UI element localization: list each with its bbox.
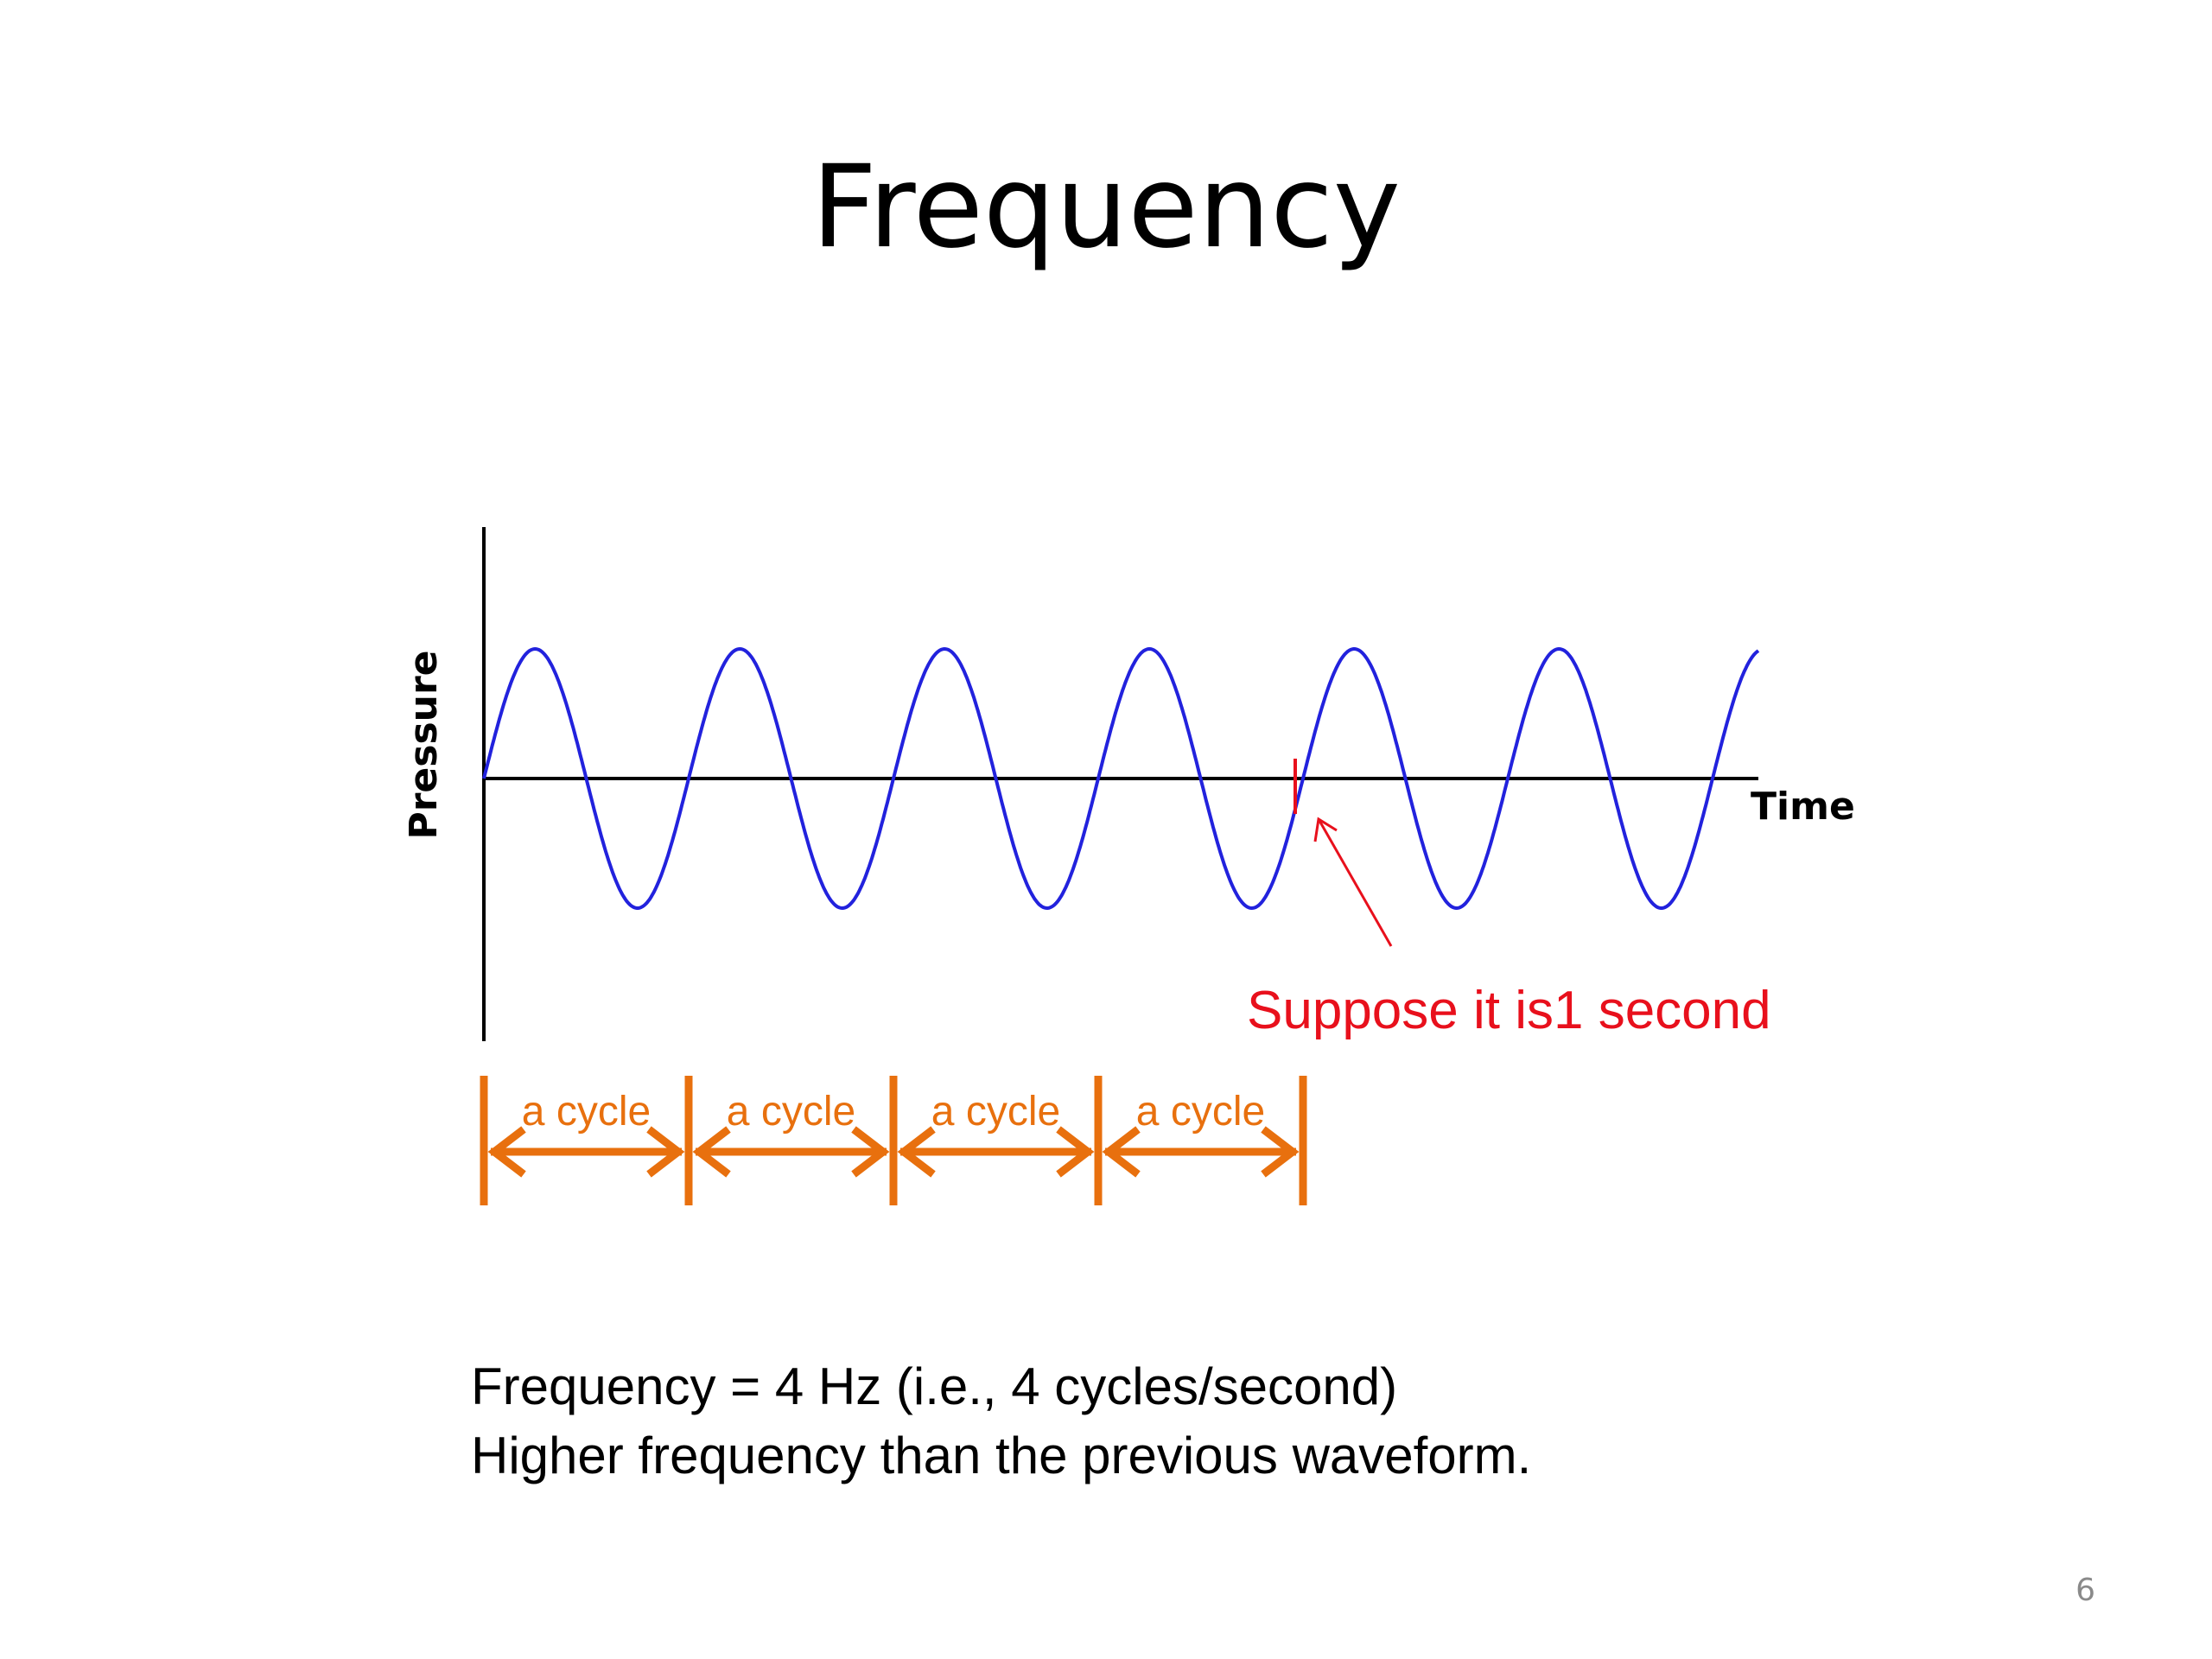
cycle-arrowhead-right	[1056, 1126, 1095, 1178]
cycle-markers: a cycle a cycle a cycle a cycle	[480, 1076, 1307, 1205]
cycle-arrowhead-right	[851, 1126, 890, 1178]
slide-title: Frequency	[811, 141, 1401, 274]
page-number: 6	[2075, 1573, 2095, 1608]
cycle-label: a cycle	[727, 1089, 855, 1135]
annotation-arrow	[1313, 817, 1393, 947]
sine-wave	[482, 646, 1760, 911]
y-axis-label: Pressure	[402, 650, 446, 839]
cycle-arrowhead-right	[646, 1126, 685, 1178]
cycle-label: a cycle	[1136, 1089, 1265, 1135]
caption: Frequency = 4 Hz (i.e., 4 cycles/second)…	[471, 1352, 2113, 1491]
cycle-arrowhead-left	[1102, 1126, 1141, 1178]
cycle-label: a cycle	[931, 1089, 1060, 1135]
x-axis-label: Time	[1751, 785, 1855, 829]
caption-line-1: Frequency = 4 Hz (i.e., 4 cycles/second)	[471, 1357, 1398, 1415]
cycle-label: a cycle	[522, 1089, 651, 1135]
cycle-arrowhead-left	[692, 1126, 731, 1178]
annotation-text: Suppose it is1 second	[1247, 981, 1771, 1040]
cycle-arrowhead-left	[897, 1126, 936, 1178]
cycle-arrowhead-left	[487, 1126, 526, 1178]
cycle-arrowhead-right	[1261, 1126, 1300, 1178]
caption-line-2: Higher frequency than the previous wavef…	[471, 1427, 1532, 1484]
